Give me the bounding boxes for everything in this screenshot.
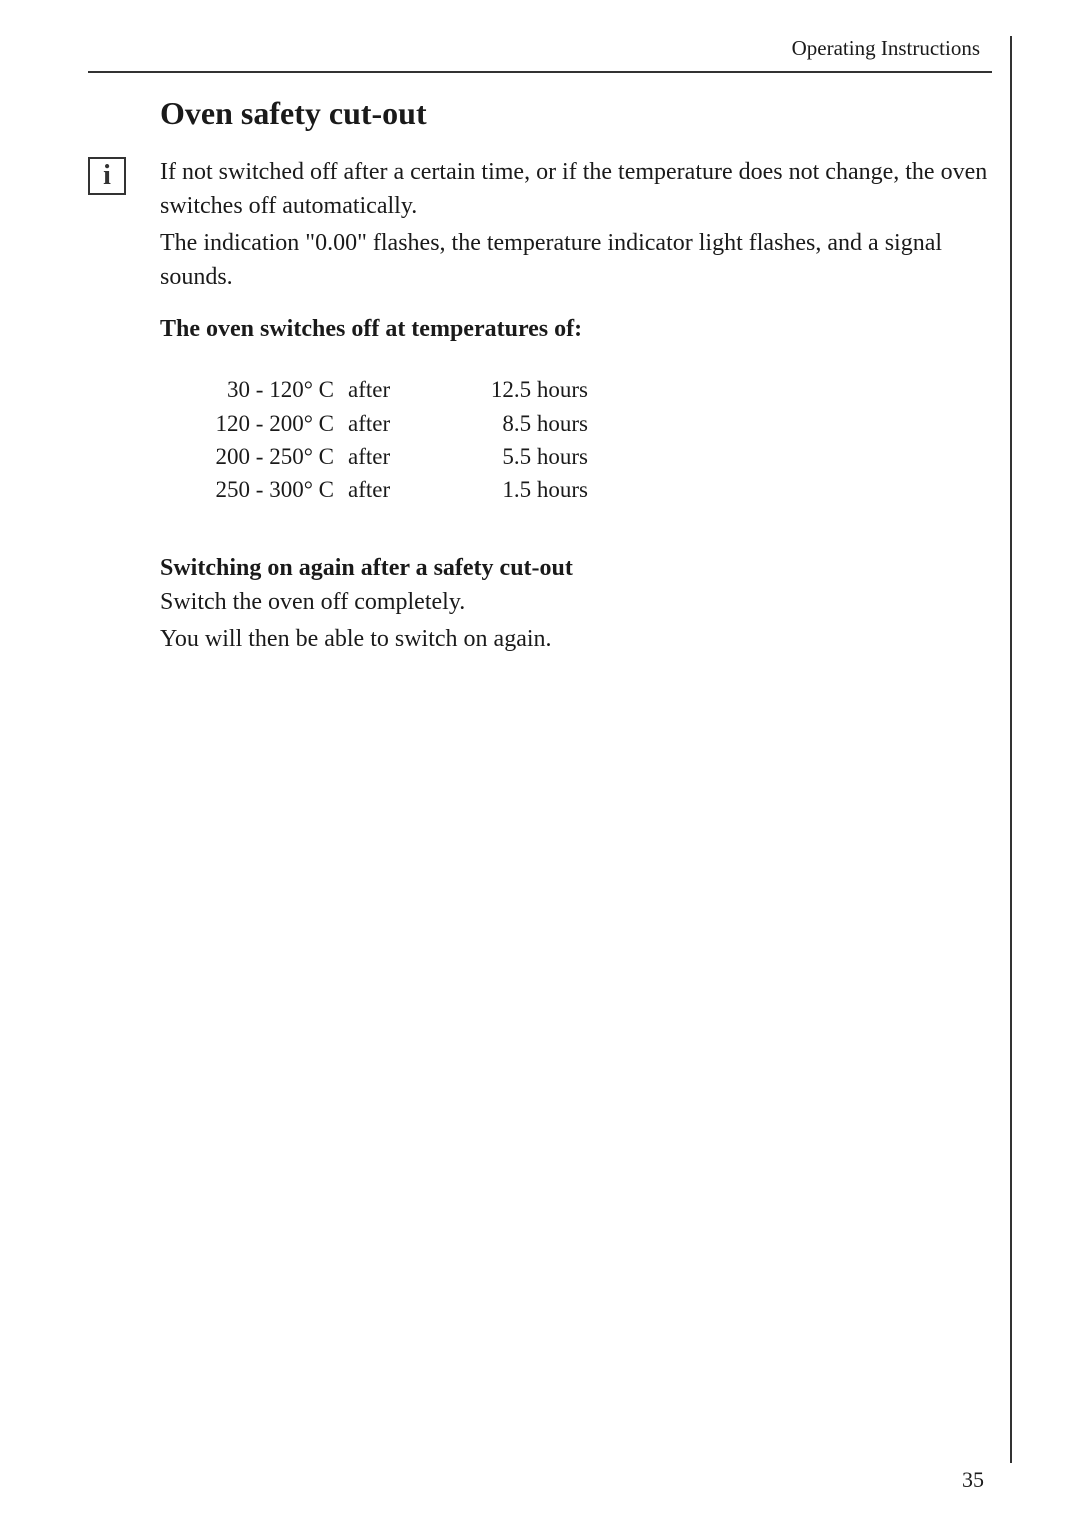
table-row: 200 - 250° C after 5.5 hours [188, 440, 992, 473]
cutout-hours: 12.5 hours [438, 373, 588, 406]
intro-paragraph-1: If not switched off after a certain time… [160, 156, 992, 223]
restart-subheading: Switching on again after a safety cut-ou… [160, 555, 992, 582]
table-row: 250 - 300° C after 1.5 hours [188, 473, 992, 506]
cutout-after: after [348, 373, 438, 406]
cutout-hours: 8.5 hours [438, 407, 588, 440]
header-section-label: Operating Instructions [792, 36, 980, 60]
cutout-hours: 1.5 hours [438, 473, 588, 506]
info-icon: i [88, 157, 126, 195]
table-row: 30 - 120° C after 12.5 hours [188, 373, 992, 406]
cutout-temp: 250 - 300° C [188, 473, 348, 506]
cutout-after: after [348, 473, 438, 506]
cutout-after: after [348, 440, 438, 473]
restart-paragraph-2: You will then be able to switch on again… [160, 623, 992, 657]
restart-paragraph-1: Switch the oven off completely. [160, 586, 992, 620]
cutout-temp: 200 - 250° C [188, 440, 348, 473]
cutout-table: 30 - 120° C after 12.5 hours 120 - 200° … [188, 373, 992, 506]
page-number: 35 [962, 1467, 984, 1493]
intro-paragraph-2: The indication "0.00" flashes, the tempe… [160, 227, 992, 294]
page-right-rule [1010, 36, 1012, 1463]
page-title: Oven safety cut-out [160, 95, 992, 132]
page-header: Operating Instructions [88, 36, 992, 73]
cutout-temp: 30 - 120° C [188, 373, 348, 406]
cutout-subheading: The oven switches off at temperatures of… [160, 316, 992, 343]
info-icon-glyph: i [103, 162, 111, 190]
cutout-temp: 120 - 200° C [188, 407, 348, 440]
cutout-hours: 5.5 hours [438, 440, 588, 473]
table-row: 120 - 200° C after 8.5 hours [188, 407, 992, 440]
cutout-after: after [348, 407, 438, 440]
